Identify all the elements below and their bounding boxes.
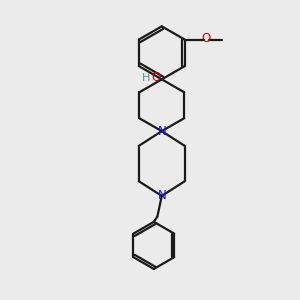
Text: N: N bbox=[158, 125, 166, 138]
Text: H: H bbox=[142, 73, 151, 83]
Text: N: N bbox=[158, 189, 166, 203]
Text: O: O bbox=[151, 71, 160, 84]
Text: O: O bbox=[201, 32, 211, 46]
